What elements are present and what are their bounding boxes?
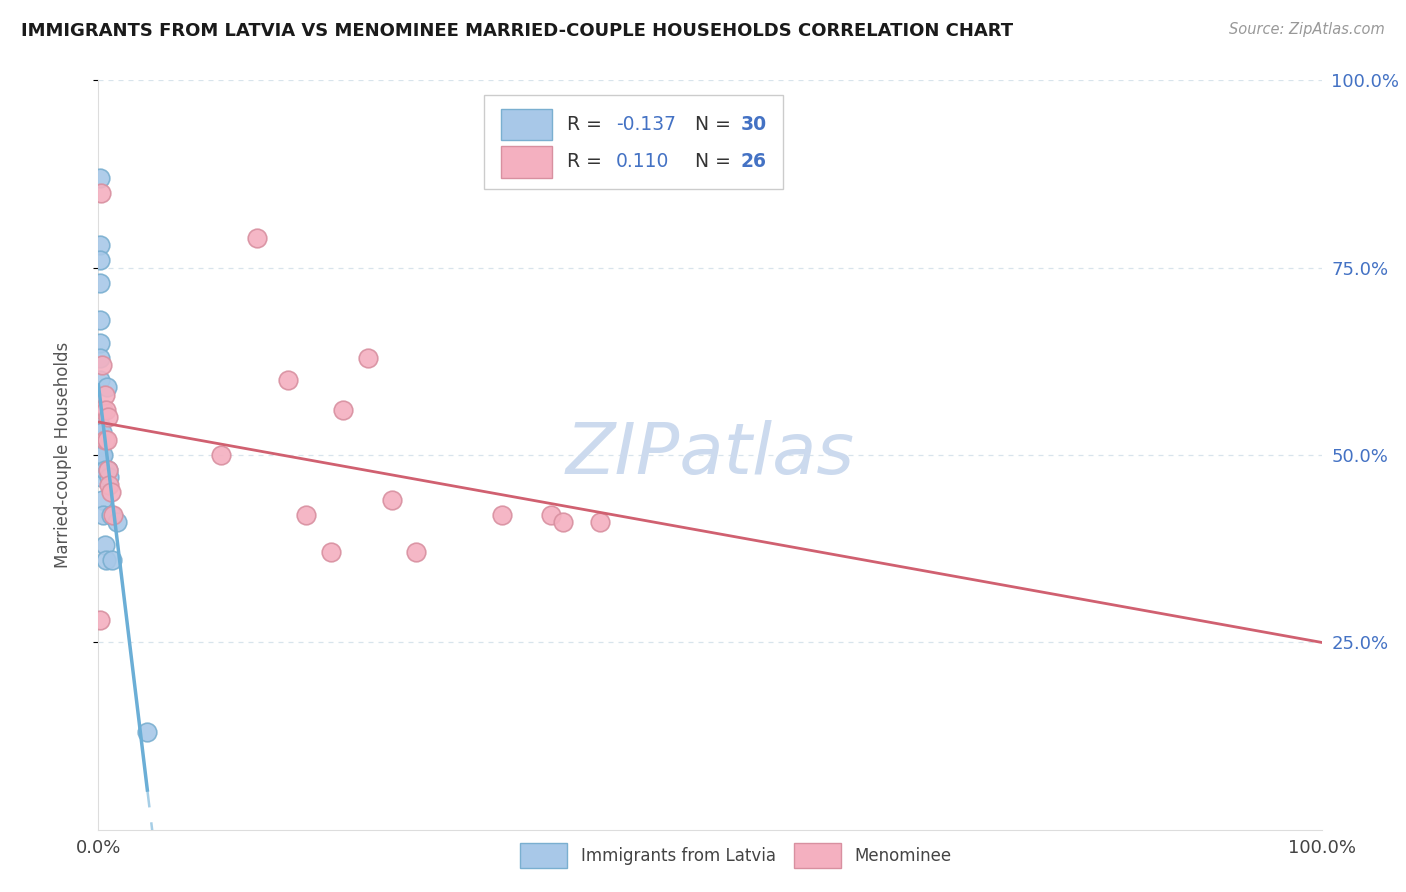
- Point: [90, 448, 112, 462]
- Point: [96, 433, 118, 447]
- Point: [93, 538, 115, 552]
- Text: Menominee: Menominee: [855, 847, 952, 864]
- Text: 0.110: 0.110: [616, 153, 669, 171]
- Text: IMMIGRANTS FROM LATVIA VS MENOMINEE MARRIED-COUPLE HOUSEHOLDS CORRELATION CHART: IMMIGRANTS FROM LATVIA VS MENOMINEE MARR…: [21, 22, 1014, 40]
- Point: [105, 516, 128, 530]
- Point: [589, 516, 612, 530]
- Point: [100, 485, 122, 500]
- Point: [491, 508, 513, 522]
- Point: [246, 230, 269, 244]
- Point: [91, 508, 114, 522]
- Point: [89, 170, 111, 185]
- Text: Source: ZipAtlas.com: Source: ZipAtlas.com: [1229, 22, 1385, 37]
- Text: N =: N =: [696, 153, 737, 171]
- Point: [91, 358, 114, 372]
- Point: [91, 425, 114, 440]
- Point: [89, 613, 111, 627]
- Point: [96, 380, 118, 394]
- Point: [98, 478, 121, 492]
- Point: [277, 373, 299, 387]
- Point: [94, 553, 117, 567]
- Point: [89, 403, 111, 417]
- Text: 30: 30: [741, 115, 766, 134]
- Point: [101, 553, 124, 567]
- Point: [89, 335, 111, 350]
- Point: [89, 351, 111, 365]
- Text: -0.137: -0.137: [616, 115, 676, 134]
- Text: R =: R =: [567, 153, 614, 171]
- Text: R =: R =: [567, 115, 607, 134]
- Point: [381, 492, 404, 507]
- Point: [89, 313, 111, 327]
- Point: [94, 403, 117, 417]
- Text: ZIPatlas: ZIPatlas: [565, 420, 855, 490]
- Point: [89, 373, 111, 387]
- Point: [90, 433, 112, 447]
- Point: [89, 238, 111, 252]
- Point: [93, 433, 115, 447]
- Point: [295, 508, 318, 522]
- Point: [91, 448, 114, 462]
- Point: [89, 455, 111, 469]
- Point: [91, 492, 114, 507]
- Point: [101, 508, 124, 522]
- Point: [97, 463, 120, 477]
- Text: N =: N =: [696, 115, 737, 134]
- Point: [100, 508, 122, 522]
- Point: [319, 545, 342, 559]
- Point: [93, 463, 115, 477]
- Point: [405, 545, 427, 559]
- Point: [136, 725, 159, 739]
- FancyBboxPatch shape: [501, 109, 553, 140]
- Point: [97, 463, 120, 477]
- Point: [89, 253, 111, 268]
- Text: 26: 26: [741, 153, 766, 171]
- Point: [356, 351, 378, 365]
- Point: [91, 448, 114, 462]
- Point: [89, 441, 111, 455]
- Point: [98, 470, 121, 484]
- Point: [89, 276, 111, 290]
- FancyBboxPatch shape: [484, 95, 783, 189]
- Point: [553, 516, 575, 530]
- Text: Immigrants from Latvia: Immigrants from Latvia: [581, 847, 776, 864]
- Point: [97, 410, 120, 425]
- FancyBboxPatch shape: [501, 146, 553, 178]
- Point: [91, 403, 114, 417]
- Point: [90, 186, 112, 200]
- Point: [332, 403, 354, 417]
- Point: [540, 508, 562, 522]
- Point: [89, 417, 111, 432]
- Point: [209, 448, 232, 462]
- Point: [90, 470, 112, 484]
- Y-axis label: Married-couple Households: Married-couple Households: [53, 342, 72, 568]
- Point: [93, 388, 115, 402]
